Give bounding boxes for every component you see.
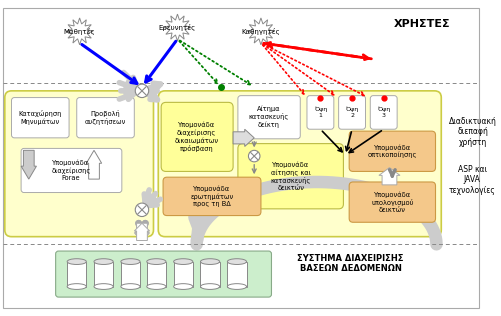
Ellipse shape bbox=[200, 259, 219, 264]
FancyBboxPatch shape bbox=[56, 251, 271, 297]
Ellipse shape bbox=[121, 259, 140, 264]
Bar bbox=[67, 262, 86, 287]
FancyBboxPatch shape bbox=[21, 149, 122, 192]
Ellipse shape bbox=[146, 284, 166, 289]
Ellipse shape bbox=[67, 259, 86, 264]
Text: Προβολή
αυζητήσεων: Προβολή αυζητήσεων bbox=[85, 110, 126, 125]
Ellipse shape bbox=[200, 284, 219, 289]
FancyBboxPatch shape bbox=[161, 102, 232, 171]
Polygon shape bbox=[247, 18, 274, 45]
Text: Όψη
1: Όψη 1 bbox=[313, 106, 326, 118]
FancyBboxPatch shape bbox=[338, 96, 365, 129]
Ellipse shape bbox=[121, 284, 140, 289]
FancyBboxPatch shape bbox=[349, 182, 435, 222]
Bar bbox=[146, 262, 166, 287]
Ellipse shape bbox=[227, 284, 246, 289]
Circle shape bbox=[135, 84, 148, 98]
FancyBboxPatch shape bbox=[163, 177, 261, 216]
Polygon shape bbox=[66, 18, 93, 45]
Text: ΣΥΣΤΗΜΑ ΔΙΑΧΕΙΡΙΣΗΣ
ΒΑΣΕΩΝ ΔΕΔΟΜΕΝΩΝ: ΣΥΣΤΗΜΑ ΔΙΑΧΕΙΡΙΣΗΣ ΒΑΣΕΩΝ ΔΕΔΟΜΕΝΩΝ bbox=[297, 254, 403, 273]
Text: Καταχώρηση
Μηνυμάτων: Καταχώρηση Μηνυμάτων bbox=[19, 110, 62, 125]
Polygon shape bbox=[86, 150, 102, 179]
Bar bbox=[121, 262, 140, 287]
FancyBboxPatch shape bbox=[77, 98, 134, 138]
Text: Όψη
3: Όψη 3 bbox=[376, 106, 390, 118]
Text: Υπομονάδα
ερωτημάτων
προς τη ΒΔ: Υπομονάδα ερωτημάτων προς τη ΒΔ bbox=[190, 186, 233, 207]
Polygon shape bbox=[134, 223, 149, 240]
Ellipse shape bbox=[146, 259, 166, 264]
Circle shape bbox=[135, 203, 148, 216]
Text: Καθηγητές: Καθηγητές bbox=[241, 28, 280, 35]
Ellipse shape bbox=[173, 259, 192, 264]
Bar bbox=[94, 262, 113, 287]
FancyBboxPatch shape bbox=[370, 96, 396, 129]
FancyBboxPatch shape bbox=[5, 91, 153, 237]
Text: Διαδικτυακή
διεπαφή
χρήστη: Διαδικτυακή διεπαφή χρήστη bbox=[448, 117, 496, 147]
Text: Όψη
2: Όψη 2 bbox=[345, 106, 358, 118]
FancyBboxPatch shape bbox=[237, 96, 300, 139]
Ellipse shape bbox=[94, 259, 113, 264]
Text: Ερευνητές: Ερευνητές bbox=[158, 24, 196, 31]
Ellipse shape bbox=[94, 284, 113, 289]
Ellipse shape bbox=[67, 284, 86, 289]
Polygon shape bbox=[164, 14, 190, 41]
FancyBboxPatch shape bbox=[12, 98, 69, 138]
FancyBboxPatch shape bbox=[349, 131, 435, 171]
Bar bbox=[227, 262, 246, 287]
Bar bbox=[200, 262, 219, 287]
Ellipse shape bbox=[173, 284, 192, 289]
Circle shape bbox=[248, 150, 260, 162]
FancyBboxPatch shape bbox=[158, 91, 440, 237]
Text: Μαθητές: Μαθητές bbox=[64, 28, 95, 35]
Bar bbox=[173, 262, 192, 287]
Text: Υπομονάδα
υπολογισμού
δεικτών: Υπομονάδα υπολογισμού δεικτών bbox=[370, 191, 413, 213]
Polygon shape bbox=[378, 167, 399, 185]
Text: Αίτημα
κατασκευής
δείκτη: Αίτημα κατασκευής δείκτη bbox=[248, 106, 288, 128]
FancyBboxPatch shape bbox=[306, 96, 333, 129]
Polygon shape bbox=[21, 150, 37, 179]
Polygon shape bbox=[134, 223, 149, 240]
Text: Υπομονάδα
οπτικοποίησης: Υπομονάδα οπτικοποίησης bbox=[367, 144, 416, 158]
Text: Υπομονάδα
διαχείρισης
Forae: Υπομονάδα διαχείρισης Forae bbox=[51, 160, 91, 181]
Text: ΧΡΗΣΤΕΣ: ΧΡΗΣΤΕΣ bbox=[393, 19, 449, 29]
Text: Υπομονάδα
αίτησης και
κατασκευής
δεικτών: Υπομονάδα αίτησης και κατασκευής δεικτών bbox=[270, 161, 310, 191]
FancyBboxPatch shape bbox=[237, 143, 343, 209]
Polygon shape bbox=[232, 129, 254, 147]
Ellipse shape bbox=[227, 259, 246, 264]
Text: Υπομονάδα
διαχείρισης
δικαιωμάτων
πρόσβαση: Υπομονάδα διαχείρισης δικαιωμάτων πρόσβα… bbox=[174, 122, 218, 152]
Text: ASP και
JAVA
τεχνολογίες: ASP και JAVA τεχνολογίες bbox=[448, 165, 494, 195]
